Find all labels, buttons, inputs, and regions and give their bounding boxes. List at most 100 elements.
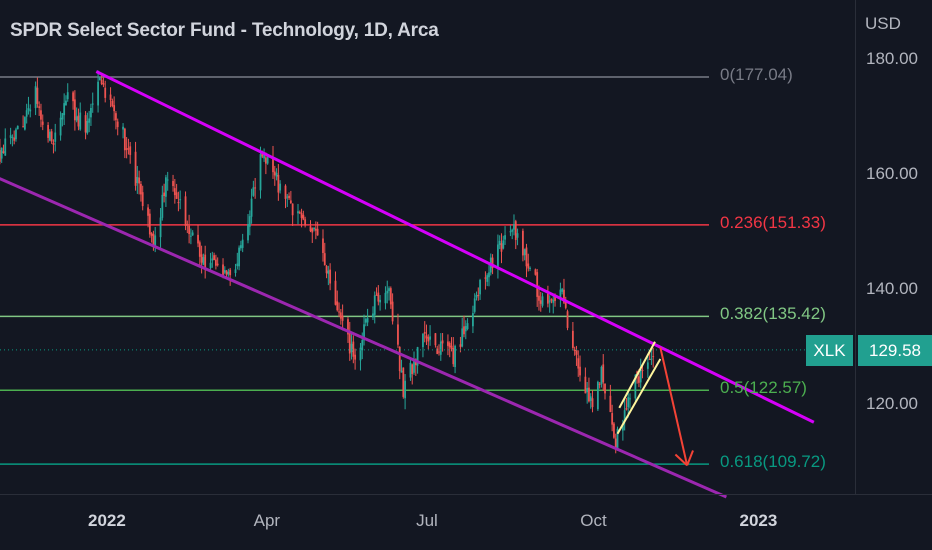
candle-body: [613, 423, 615, 438]
candle: [336, 290, 339, 312]
candle: [40, 103, 42, 128]
candle-body: [191, 232, 194, 236]
candle: [16, 125, 19, 130]
candle: [63, 93, 66, 125]
candle-body: [314, 228, 317, 231]
candle: [463, 315, 465, 338]
candle-body: [488, 272, 490, 278]
candle: [304, 216, 307, 228]
candle-body: [364, 319, 367, 323]
candle-body: [629, 398, 631, 400]
candle: [172, 174, 174, 192]
candle-body: [79, 112, 82, 130]
candle-body: [361, 340, 364, 351]
candle-body: [336, 301, 339, 311]
candle-body: [539, 300, 542, 304]
candle-body: [552, 299, 555, 303]
candle: [339, 308, 342, 325]
candle-body: [502, 240, 505, 249]
candle-body: [148, 213, 151, 235]
candle: [90, 103, 92, 126]
candle: [450, 337, 453, 352]
candle: [423, 321, 426, 343]
candle: [275, 168, 278, 181]
candle-body: [34, 86, 37, 109]
candle: [461, 317, 464, 348]
candle: [411, 363, 414, 385]
candle-body: [214, 259, 217, 266]
candle: [273, 165, 276, 186]
candle-body: [600, 366, 603, 385]
candle: [650, 347, 653, 365]
candle-body: [247, 224, 249, 241]
candle: [116, 118, 119, 136]
candle: [15, 127, 17, 142]
candle: [373, 291, 376, 324]
candle: [477, 287, 480, 301]
candle: [375, 287, 378, 296]
candle-body: [589, 396, 592, 401]
candle: [611, 404, 614, 432]
candle: [211, 251, 214, 268]
candle-body: [538, 295, 540, 301]
candle: [227, 268, 230, 277]
candle-body: [334, 280, 337, 305]
fib-label-0-5: 0.5(122.57): [720, 378, 807, 398]
candle: [502, 235, 505, 250]
candle: [25, 103, 28, 124]
candle-body: [536, 272, 539, 297]
candle: [129, 141, 132, 164]
candle: [165, 174, 167, 207]
candle-body: [297, 211, 299, 214]
candle-body: [291, 203, 294, 216]
candle-body: [147, 207, 149, 216]
candle-body: [236, 263, 239, 267]
candle-body: [354, 354, 357, 360]
candle-body: [586, 388, 589, 393]
candle-body: [500, 243, 503, 252]
candle: [41, 114, 44, 131]
candle: [50, 128, 53, 144]
candle: [447, 334, 449, 356]
candle: [623, 399, 626, 431]
candle: [198, 240, 201, 266]
candle: [589, 393, 592, 409]
candle-body: [479, 279, 481, 295]
candle-body: [575, 349, 578, 355]
candle: [438, 344, 440, 356]
candle: [134, 141, 137, 191]
candle-body: [165, 177, 167, 197]
candle: [366, 308, 369, 327]
channel-lower-line: [0, 177, 727, 499]
candle: [113, 96, 116, 121]
candle-body: [646, 362, 649, 369]
candle-body: [416, 347, 419, 366]
candle: [561, 287, 564, 295]
candle-body: [238, 247, 240, 267]
candle: [646, 356, 649, 378]
candle-body: [154, 235, 157, 248]
symbol-badge: XLK: [806, 335, 853, 366]
candle-body: [209, 262, 212, 269]
candle: [452, 337, 455, 367]
candle-body: [411, 364, 414, 374]
candle-body: [511, 229, 514, 232]
candle-body: [277, 174, 280, 193]
candle-body: [298, 212, 301, 214]
candle: [34, 81, 37, 116]
candle-body: [211, 258, 214, 261]
candle-body: [216, 263, 219, 266]
candle-body: [447, 341, 449, 346]
candle-body: [491, 257, 494, 269]
candle-body: [23, 117, 26, 130]
candle: [363, 314, 365, 346]
candle-body: [225, 270, 228, 275]
candle-body: [566, 311, 569, 328]
candle: [259, 146, 262, 199]
candle-body: [434, 333, 437, 346]
candle: [523, 248, 526, 261]
candle-body: [327, 270, 330, 274]
candle: [472, 305, 474, 334]
candle-body: [188, 225, 191, 234]
